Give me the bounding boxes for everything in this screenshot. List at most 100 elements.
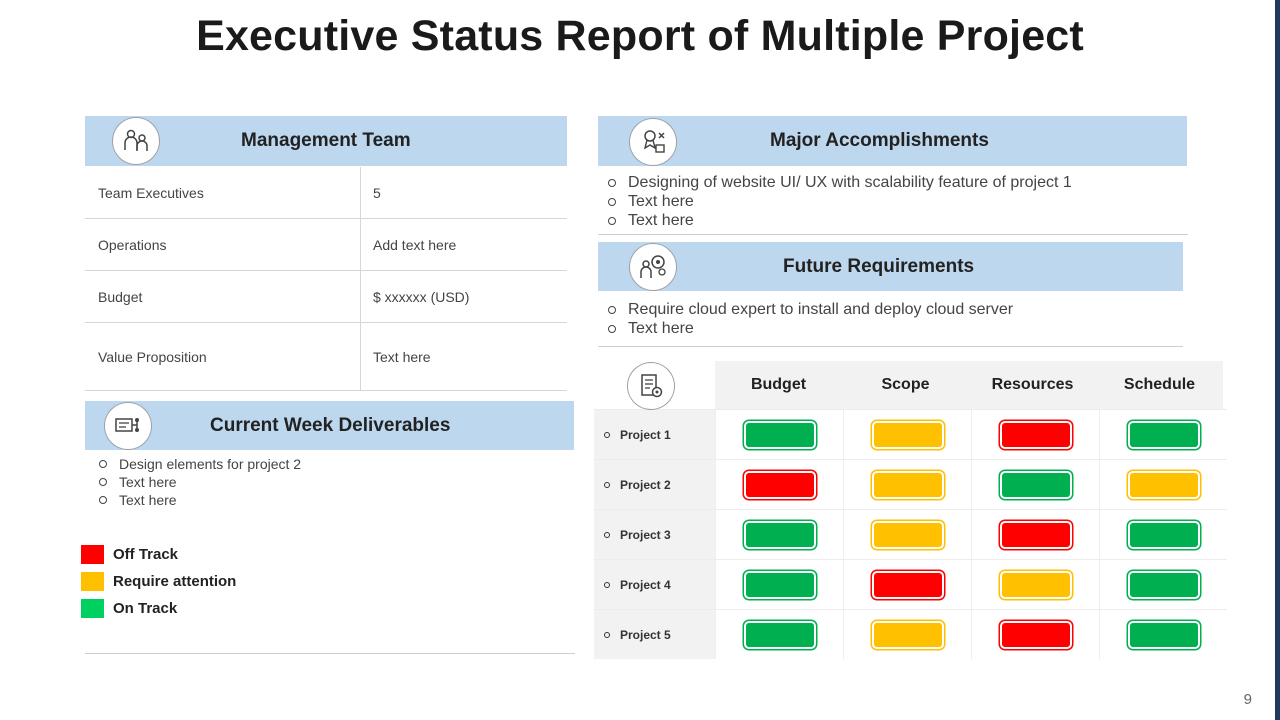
table-row: Value Proposition Text here bbox=[85, 323, 567, 391]
bullet-icon bbox=[608, 324, 616, 333]
legend-require-attention: Require attention bbox=[81, 572, 236, 591]
bullet-icon bbox=[604, 431, 610, 438]
legend-swatch bbox=[81, 599, 104, 618]
legend-on-track: On Track bbox=[81, 599, 177, 618]
status-indicator-on-track bbox=[743, 420, 816, 449]
status-cell bbox=[843, 560, 971, 609]
divider bbox=[85, 653, 575, 654]
page-title: Executive Status Report of Multiple Proj… bbox=[196, 12, 1084, 60]
list-item: Designing of website UI/ UX with scalabi… bbox=[608, 173, 1072, 192]
bullet-icon bbox=[604, 581, 610, 588]
management-team-title: Management Team bbox=[241, 130, 411, 151]
grid-header-row: Budget Scope Resources Schedule bbox=[594, 361, 1227, 409]
current-week-title: Current Week Deliverables bbox=[210, 414, 451, 436]
status-cell bbox=[971, 460, 1099, 509]
status-indicator-off-track bbox=[743, 470, 816, 499]
status-cell bbox=[715, 510, 843, 559]
status-cell bbox=[971, 560, 1099, 609]
list-item: Text here bbox=[608, 211, 1072, 230]
bullet-icon bbox=[99, 478, 107, 486]
bullet-icon bbox=[604, 631, 610, 638]
divider bbox=[598, 346, 1183, 347]
project-label: Project 3 bbox=[594, 510, 715, 559]
project-label: Project 1 bbox=[594, 410, 715, 459]
status-cell bbox=[1099, 410, 1227, 459]
status-indicator-on-track bbox=[1127, 570, 1200, 599]
status-indicator-off-track bbox=[871, 570, 944, 599]
column-header-scope: Scope bbox=[842, 361, 969, 409]
status-indicator-on-track bbox=[743, 520, 816, 549]
bullet-icon bbox=[99, 460, 107, 468]
bullet-icon bbox=[608, 178, 616, 187]
project-label: Project 2 bbox=[594, 460, 715, 509]
row-label: Budget bbox=[85, 271, 361, 322]
table-row: Project 2 bbox=[594, 459, 1227, 509]
future-requirements-list: Require cloud expert to install and depl… bbox=[608, 300, 1013, 338]
list-item: Text here bbox=[99, 473, 301, 491]
legend-swatch bbox=[81, 572, 104, 591]
list-item: Design elements for project 2 bbox=[99, 455, 301, 473]
status-indicator-require-attention bbox=[871, 470, 944, 499]
report-settings-icon bbox=[628, 363, 674, 409]
status-cell bbox=[1099, 560, 1227, 609]
legend-off-track: Off Track bbox=[81, 545, 178, 564]
current-week-header: Current Week Deliverables bbox=[85, 401, 574, 450]
bullet-icon bbox=[604, 481, 610, 488]
status-cell bbox=[843, 410, 971, 459]
bullet-icon bbox=[604, 531, 610, 538]
current-week-list: Design elements for project 2 Text here … bbox=[99, 455, 301, 509]
status-indicator-off-track bbox=[999, 520, 1072, 549]
grid-corner bbox=[594, 361, 715, 409]
status-indicator-require-attention bbox=[1127, 470, 1200, 499]
status-cell bbox=[843, 460, 971, 509]
status-cell bbox=[1099, 460, 1227, 509]
bullet-icon bbox=[608, 197, 616, 206]
status-cell bbox=[715, 410, 843, 459]
row-label: Operations bbox=[85, 219, 361, 270]
table-row: Project 1 bbox=[594, 409, 1227, 459]
list-item: Text here bbox=[608, 319, 1013, 338]
status-indicator-on-track bbox=[743, 570, 816, 599]
status-cell bbox=[971, 610, 1099, 659]
list-item: Text here bbox=[99, 491, 301, 509]
status-indicator-require-attention bbox=[999, 570, 1072, 599]
table-row: Project 4 bbox=[594, 559, 1227, 609]
management-team-table: Team Executives 5 Operations Add text he… bbox=[85, 167, 567, 391]
status-indicator-off-track bbox=[999, 420, 1072, 449]
bullet-icon bbox=[608, 216, 616, 225]
status-indicator-require-attention bbox=[871, 420, 944, 449]
major-accomplishments-list: Designing of website UI/ UX with scalabi… bbox=[608, 173, 1072, 230]
team-people-icon bbox=[113, 118, 159, 164]
column-header-schedule: Schedule bbox=[1096, 361, 1223, 409]
status-cell bbox=[843, 610, 971, 659]
status-cell bbox=[715, 460, 843, 509]
legend-swatch bbox=[81, 545, 104, 564]
row-value: 5 bbox=[373, 184, 381, 201]
table-row: Project 5 bbox=[594, 609, 1227, 659]
status-indicator-on-track bbox=[999, 470, 1072, 499]
table-row: Project 3 bbox=[594, 509, 1227, 559]
table-row: Operations Add text here bbox=[85, 219, 567, 271]
status-cell bbox=[971, 510, 1099, 559]
page-number: 9 bbox=[1243, 691, 1252, 708]
table-row: Budget $ xxxxxx (USD) bbox=[85, 271, 567, 323]
project-status-grid: Budget Scope Resources Schedule Project … bbox=[594, 361, 1227, 659]
future-requirements-title: Future Requirements bbox=[783, 255, 975, 277]
row-value: Add text here bbox=[373, 236, 457, 253]
bullet-icon bbox=[608, 305, 616, 314]
workflow-icon bbox=[105, 403, 151, 449]
column-header-resources: Resources bbox=[969, 361, 1096, 409]
status-cell bbox=[1099, 610, 1227, 659]
row-label: Team Executives bbox=[85, 167, 361, 218]
status-indicator-off-track bbox=[999, 620, 1072, 649]
status-indicator-on-track bbox=[743, 620, 816, 649]
award-tools-icon bbox=[630, 119, 676, 165]
list-item: Require cloud expert to install and depl… bbox=[608, 300, 1013, 319]
divider bbox=[598, 234, 1188, 235]
major-accomplishments-header: Major Accomplishments bbox=[598, 116, 1187, 166]
row-label: Value Proposition bbox=[85, 323, 361, 390]
bullet-icon bbox=[99, 496, 107, 504]
table-row: Team Executives 5 bbox=[85, 167, 567, 219]
project-label: Project 5 bbox=[594, 610, 715, 659]
status-indicator-on-track bbox=[1127, 620, 1200, 649]
